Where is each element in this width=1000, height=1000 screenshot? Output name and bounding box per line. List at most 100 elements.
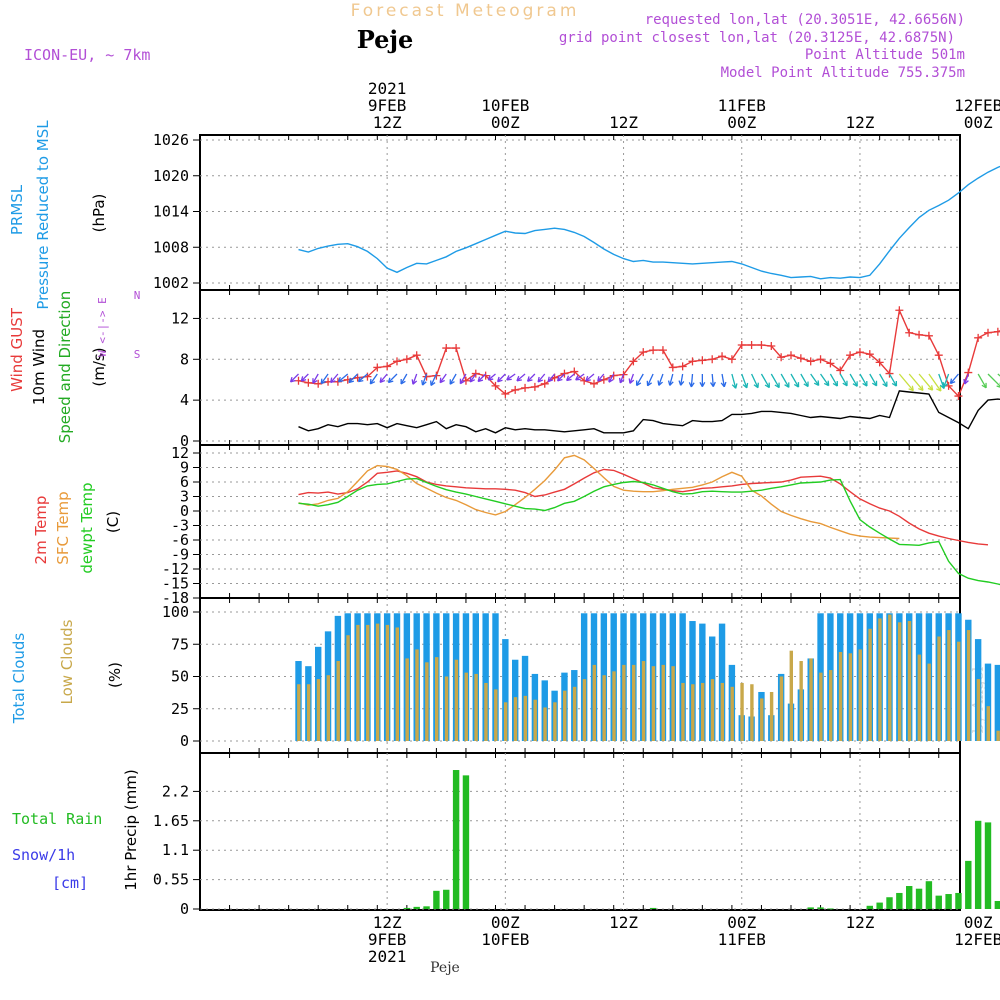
top-time-label: 11FEB <box>718 96 766 115</box>
low-cloud-bar <box>720 682 725 741</box>
bottom-time-label: 00Z <box>491 913 520 932</box>
gust-marker <box>491 381 500 390</box>
wind-arrow-head <box>764 382 770 389</box>
rain-bar <box>413 906 420 909</box>
wind-direction-arrow <box>357 373 368 383</box>
compass-north: N <box>134 289 141 302</box>
total-cloud-bar <box>984 663 992 741</box>
low-cloud-bar <box>809 658 813 741</box>
gust-marker <box>314 379 323 388</box>
y-tick-label-temperature: 12 <box>171 444 189 462</box>
wind-arrow-head <box>320 378 327 385</box>
wind-direction-arrow <box>608 373 615 383</box>
wind-arrow-head <box>575 375 581 381</box>
gust-marker <box>639 348 648 357</box>
wind-direction-arrow <box>469 373 477 383</box>
gust-marker <box>787 351 795 360</box>
bottom-time-label: 00Z <box>727 913 756 932</box>
wind-direction-arrow <box>348 373 359 384</box>
gust-marker <box>540 379 549 388</box>
wind-arrow-head <box>657 380 663 386</box>
rain-bar <box>906 886 913 909</box>
low-cloud-bar <box>700 682 705 741</box>
low-cloud-bar <box>957 641 961 741</box>
gust-marker <box>649 346 658 355</box>
low-cloud-bar <box>819 672 823 741</box>
bottom-time-label: 12Z <box>845 913 874 932</box>
low-cloud-bar <box>769 691 774 741</box>
gust-marker <box>777 353 786 362</box>
top-time-label: 10FEB <box>481 96 529 115</box>
label-dewpt-temp: dewpt Temp <box>78 482 96 573</box>
wind-arrow-head <box>421 380 427 386</box>
gust-marker <box>865 350 874 359</box>
requested-point-label: requested lon,lat (20.3051E, 42.6656N) <box>645 12 965 28</box>
low-cloud-bar <box>316 679 321 741</box>
wind-arrow-head <box>369 378 376 385</box>
y-tick-label-clouds: 0 <box>180 732 189 750</box>
gust-marker <box>402 355 411 364</box>
wind-arrow-head <box>731 383 738 389</box>
wind-direction-arrow <box>898 373 914 392</box>
low-cloud-bar <box>572 686 577 741</box>
low-cloud-bar <box>454 659 459 741</box>
wind-arrow-head <box>585 375 591 382</box>
wind-arrow-head <box>832 381 838 387</box>
wind-direction-arrow <box>527 373 536 382</box>
gust-marker <box>708 355 717 364</box>
pressure-line <box>298 165 1000 280</box>
wind-arrow-head <box>753 382 759 389</box>
y-tick-label-pressure: 1002 <box>153 274 189 292</box>
wind-direction-arrow <box>379 373 388 383</box>
wind-arrow-head <box>842 380 848 387</box>
low-cloud-bar <box>415 649 419 741</box>
wind-direction-arrow <box>680 373 684 386</box>
wind-arrow-head <box>357 376 364 383</box>
top-time-label: 2021 <box>368 79 407 98</box>
rain-bar <box>443 889 450 909</box>
low-cloud-bar <box>533 699 537 741</box>
temp-sfc-line <box>298 454 900 540</box>
rain-bar <box>876 902 883 909</box>
low-cloud-bar <box>661 664 665 741</box>
low-cloud-bar <box>385 624 390 741</box>
top-time-label: 12Z <box>373 113 402 132</box>
y-tick-label-temperature: 3 <box>180 488 189 506</box>
gust-marker <box>875 358 884 367</box>
gust-marker <box>412 351 421 360</box>
gust-marker <box>304 378 313 387</box>
wind-arrow-head <box>774 382 780 389</box>
y-tick-label-wind: 4 <box>180 391 189 409</box>
wind-arrow-head <box>312 378 318 384</box>
gust-marker <box>895 306 904 315</box>
wind-direction-arrow <box>400 373 408 385</box>
low-cloud-bar <box>484 682 488 741</box>
rain-bar <box>866 905 873 909</box>
wind-direction-arrow <box>869 373 878 387</box>
wind-direction-arrow <box>330 373 339 383</box>
low-cloud-bar <box>848 653 853 741</box>
y-tick-label-wind: 8 <box>180 350 189 368</box>
gust-marker <box>521 383 530 392</box>
rain-bar <box>896 892 903 909</box>
low-cloud-bar <box>976 679 981 741</box>
gust-marker <box>560 369 569 378</box>
wind-arrow-head <box>337 376 344 383</box>
y-tick-label-temperature: -15 <box>162 575 189 593</box>
y-tick-label-wind: 0 <box>180 432 189 450</box>
label-ms: (m/s) <box>90 347 108 386</box>
wind-direction-arrow <box>987 373 1000 387</box>
wind-arrow-head <box>784 382 790 388</box>
bottom-time-label: 11FEB <box>718 930 766 949</box>
wind-direction-arrow <box>497 373 506 383</box>
total-cloud-bar <box>580 613 588 741</box>
bottom-time-label: 12Z <box>373 913 402 932</box>
low-cloud-bar <box>592 664 596 741</box>
top-time-label: 12FEB <box>954 96 1000 115</box>
gust-marker <box>678 362 687 371</box>
wind-arrow-head <box>469 376 476 383</box>
top-time-label: 9FEB <box>368 96 407 115</box>
low-cloud-bar <box>543 707 547 741</box>
wind-arrow-head <box>526 376 533 382</box>
